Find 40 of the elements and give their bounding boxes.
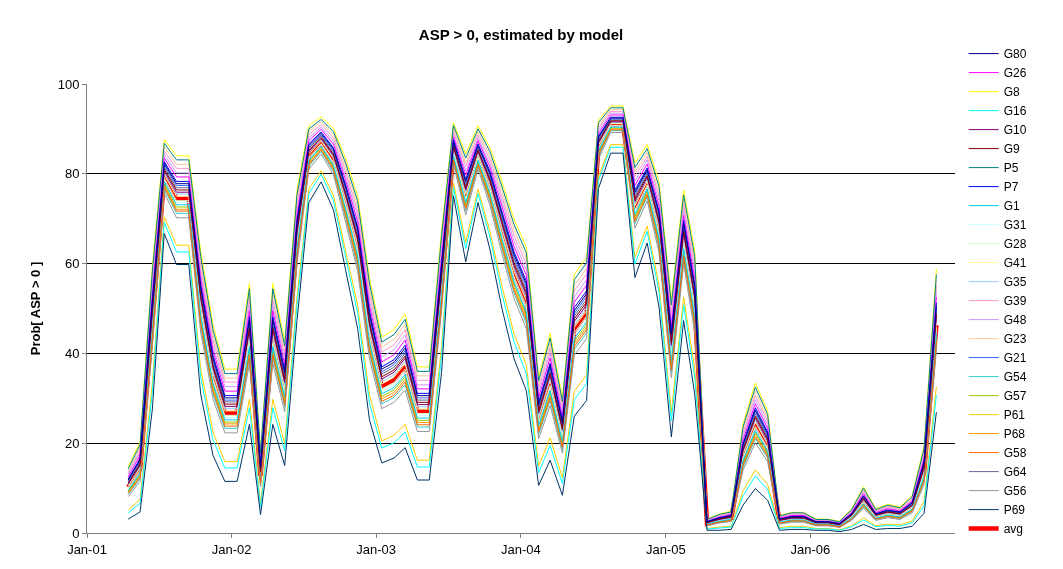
- legend-label: G21: [1003, 351, 1027, 366]
- legend-label: G10: [1003, 123, 1027, 138]
- legend-label: G8: [1003, 85, 1021, 100]
- x-tick-label: Jan-05: [645, 541, 686, 557]
- y-tick-label: 60: [64, 256, 80, 272]
- legend-label: G57: [1003, 389, 1027, 404]
- y-tick-label: 100: [57, 76, 80, 92]
- legend-label: P61: [1003, 408, 1026, 423]
- legend-label: P5: [1003, 161, 1019, 176]
- legend-label: G9: [1003, 142, 1021, 157]
- x-tick-label: Jan-01: [67, 541, 107, 557]
- y-tick-label: 0: [72, 525, 80, 541]
- x-tick-label: Jan-04: [500, 541, 541, 557]
- y-tick-label: 20: [64, 435, 80, 451]
- chart-title: ASP > 0, estimated by model: [418, 26, 624, 44]
- y-tick-label: 40: [64, 345, 80, 361]
- x-tick-label: Jan-02: [211, 541, 252, 557]
- x-tick-label: Jan-06: [790, 541, 831, 557]
- legend-label: G80: [1003, 47, 1027, 62]
- legend-label: G16: [1003, 104, 1027, 119]
- legend-label: P68: [1003, 427, 1026, 442]
- legend-label: G54: [1003, 370, 1027, 385]
- legend-label: G23: [1003, 332, 1027, 347]
- legend-label: G41: [1003, 256, 1027, 271]
- legend-label: G28: [1003, 237, 1027, 252]
- legend-label: G58: [1003, 446, 1027, 461]
- legend-label: P7: [1003, 180, 1019, 195]
- legend-label: G26: [1003, 66, 1027, 81]
- y-tick-label: 80: [64, 166, 80, 182]
- y-axis-title: Prob[ ASP > 0 ]: [27, 261, 43, 356]
- legend-label: G35: [1003, 275, 1027, 290]
- x-tick-label: Jan-03: [356, 541, 397, 557]
- legend-label: G56: [1003, 484, 1027, 499]
- legend-label: avg: [1003, 522, 1024, 537]
- legend-label: G1: [1003, 199, 1021, 214]
- legend-label: P69: [1003, 503, 1026, 518]
- legend-label: G39: [1003, 294, 1027, 309]
- legend-label: G64: [1003, 465, 1027, 480]
- legend-label: G31: [1003, 218, 1027, 233]
- legend-label: G48: [1003, 313, 1027, 328]
